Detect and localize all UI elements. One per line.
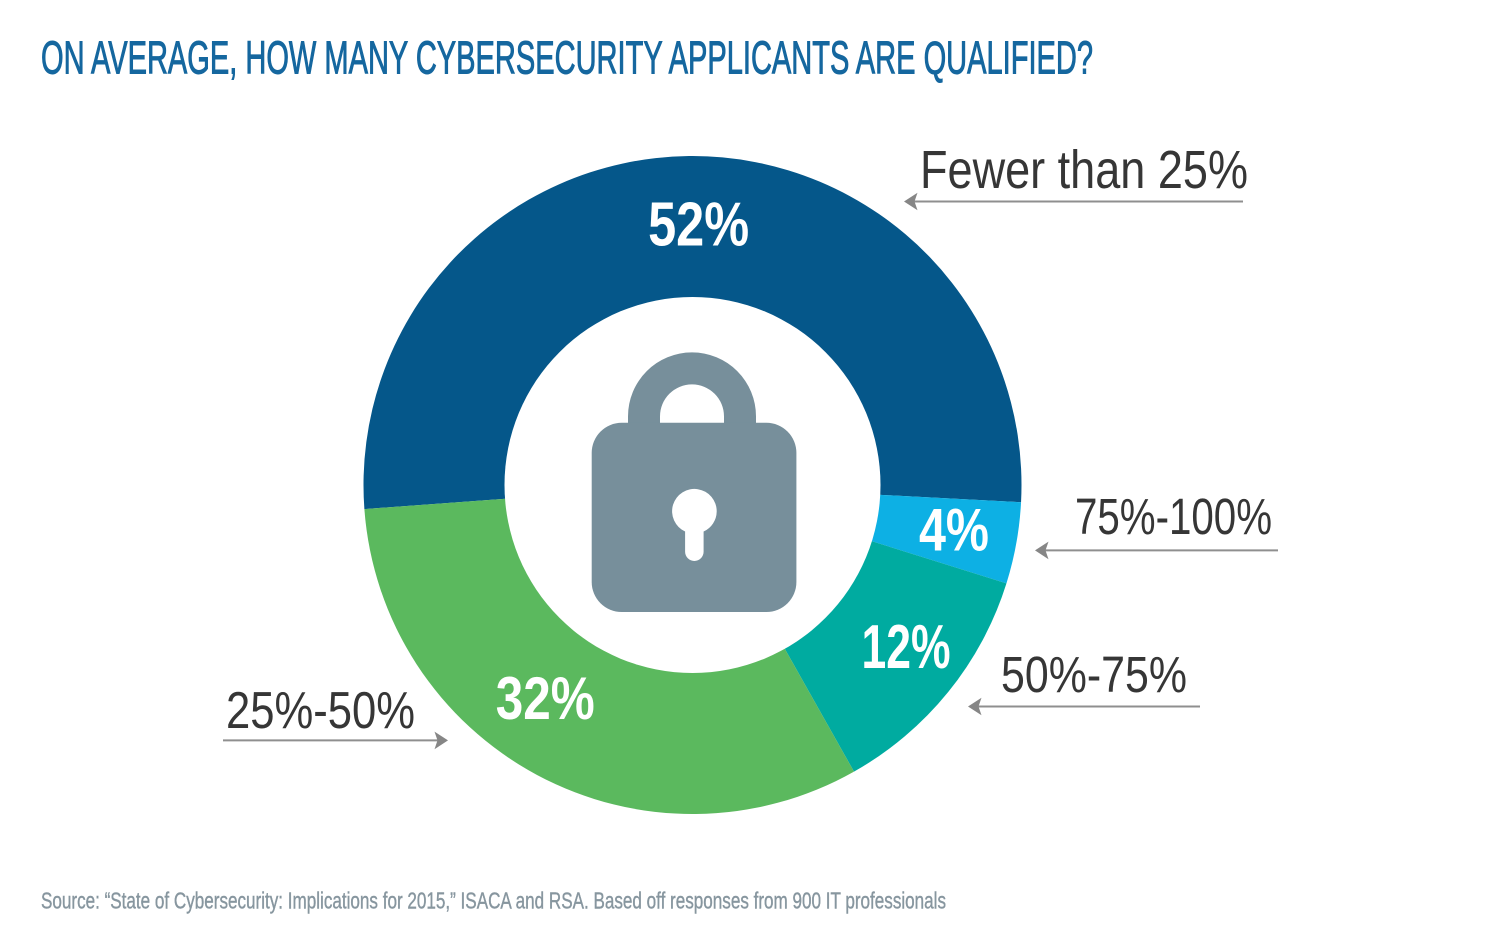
- svg-text:12%: 12%: [862, 613, 951, 682]
- svg-text:25%-50%: 25%-50%: [226, 682, 415, 740]
- svg-text:32%: 32%: [496, 665, 595, 732]
- svg-text:ON AVERAGE, HOW MANY CYBERSECU: ON AVERAGE, HOW MANY CYBERSECURITY APPLI…: [41, 31, 1093, 83]
- svg-text:Source: “State of Cybersecurit: Source: “State of Cybersecurity: Implica…: [41, 888, 946, 914]
- svg-text:4%: 4%: [919, 495, 989, 563]
- svg-text:52%: 52%: [648, 190, 749, 260]
- svg-text:Fewer than 25%: Fewer than 25%: [920, 141, 1248, 200]
- svg-text:75%-100%: 75%-100%: [1075, 488, 1272, 545]
- svg-text:50%-75%: 50%-75%: [1001, 646, 1187, 703]
